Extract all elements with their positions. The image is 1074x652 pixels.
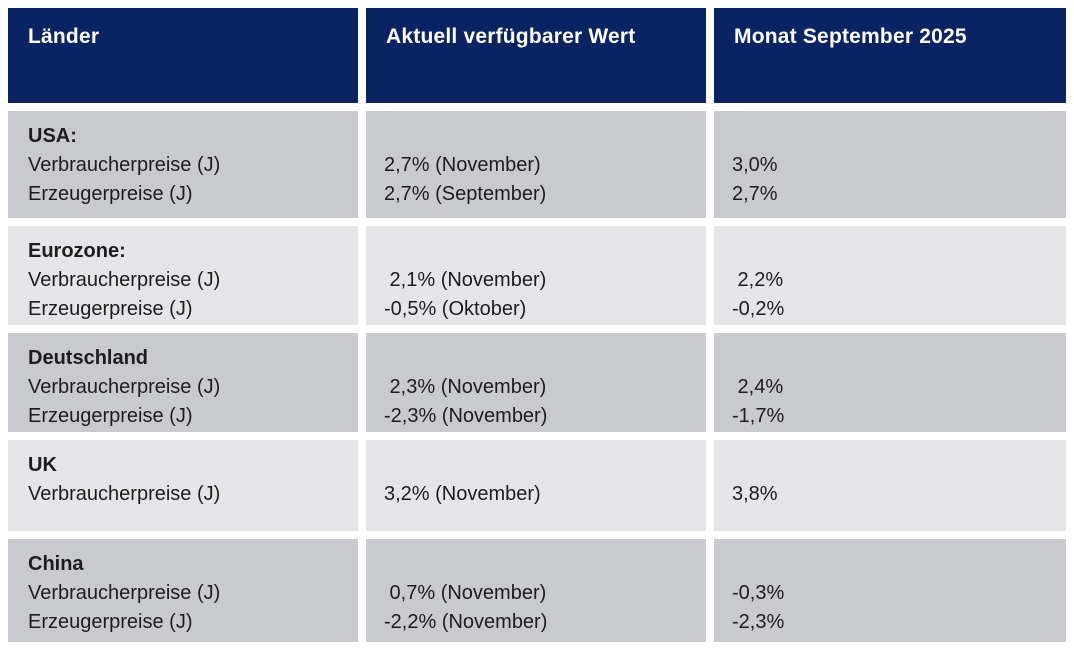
spacer-line [384, 237, 700, 266]
current-value-cell-usa: 2,7% (November) 2,7% (September) [366, 111, 706, 218]
month-value-producer: -0,2% [732, 298, 785, 320]
current-value-cell-uk: 3,2% (November) [366, 440, 706, 531]
spacer-line [732, 122, 1060, 151]
current-value-consumer: 2,3% (November) [384, 376, 547, 398]
col-header-monat-september: Monat September 2025 [714, 8, 1066, 103]
spacer-line [732, 237, 1060, 266]
country-cell-usa: USA: Verbraucherpreise (J) Erzeugerpreis… [8, 111, 358, 218]
country-name: Deutschland [28, 347, 149, 369]
table-row-deutschland: Deutschland Verbraucherpreise (J) Erzeug… [8, 333, 1066, 432]
spacer-line [732, 550, 1060, 579]
country-name: China [28, 553, 84, 575]
month-value-cell-uk: 3,8% [714, 440, 1066, 531]
current-value-cell-china: 0,7% (November) -2,2% (November) [366, 539, 706, 642]
table-row-china: China Verbraucherpreise (J) Erzeugerprei… [8, 539, 1066, 642]
current-value-consumer: 0,7% (November) [384, 582, 547, 604]
month-value-producer: -1,7% [732, 405, 785, 427]
metric-label-consumer-prices: Verbraucherpreise (J) [28, 154, 221, 176]
month-value-producer: 2,7% [732, 183, 778, 205]
month-value-cell-deutschland: 2,4% -1,7% [714, 333, 1066, 432]
country-cell-uk: UK Verbraucherpreise (J) [8, 440, 358, 531]
col-header-laender: Länder [8, 8, 358, 103]
month-value-consumer: -0,3% [732, 582, 785, 604]
month-value-consumer: 2,2% [732, 269, 784, 291]
current-value-cell-eurozone: 2,1% (November) -0,5% (Oktober) [366, 226, 706, 325]
current-value-consumer: 3,2% (November) [384, 483, 541, 505]
header-row: Länder Aktuell verfügbarer Wert Monat Se… [8, 8, 1066, 103]
current-value-producer: -0,5% (Oktober) [384, 298, 527, 320]
metric-label-consumer-prices: Verbraucherpreise (J) [28, 483, 221, 505]
month-value-consumer: 3,0% [732, 154, 778, 176]
metric-label-consumer-prices: Verbraucherpreise (J) [28, 269, 221, 291]
current-value-cell-deutschland: 2,3% (November) -2,3% (November) [366, 333, 706, 432]
metric-label-producer-prices: Erzeugerpreise (J) [28, 183, 193, 205]
spacer-line [384, 451, 700, 480]
spacer-line [384, 122, 700, 151]
metric-label-consumer-prices: Verbraucherpreise (J) [28, 582, 221, 604]
table-row-usa: USA: Verbraucherpreise (J) Erzeugerpreis… [8, 111, 1066, 218]
spacer-line [732, 451, 1060, 480]
current-value-consumer: 2,7% (November) [384, 154, 541, 176]
table-row-uk: UK Verbraucherpreise (J) 3,2% (November)… [8, 440, 1066, 531]
country-cell-deutschland: Deutschland Verbraucherpreise (J) Erzeug… [8, 333, 358, 432]
month-value-cell-eurozone: 2,2% -0,2% [714, 226, 1066, 325]
spacer-line [384, 550, 700, 579]
current-value-producer: 2,7% (September) [384, 183, 547, 205]
current-value-consumer: 2,1% (November) [384, 269, 547, 291]
current-value-producer: -2,2% (November) [384, 611, 548, 633]
month-value-cell-usa: 3,0% 2,7% [714, 111, 1066, 218]
spacer-line [384, 344, 700, 373]
metric-label-producer-prices: Erzeugerpreise (J) [28, 405, 193, 427]
spacer-line [732, 344, 1060, 373]
month-value-consumer: 3,8% [732, 483, 778, 505]
metric-label-producer-prices: Erzeugerpreise (J) [28, 611, 193, 633]
month-value-producer: -2,3% [732, 611, 785, 633]
country-name: UK [28, 454, 57, 476]
metric-label-producer-prices: Erzeugerpreise (J) [28, 298, 193, 320]
month-value-consumer: 2,4% [732, 376, 784, 398]
table-row-eurozone: Eurozone: Verbraucherpreise (J) Erzeuger… [8, 226, 1066, 325]
country-name: Eurozone: [28, 240, 126, 262]
country-cell-eurozone: Eurozone: Verbraucherpreise (J) Erzeuger… [8, 226, 358, 325]
country-name: USA: [28, 125, 77, 147]
current-value-producer: -2,3% (November) [384, 405, 548, 427]
col-header-aktueller-wert: Aktuell verfügbarer Wert [366, 8, 706, 103]
country-cell-china: China Verbraucherpreise (J) Erzeugerprei… [8, 539, 358, 642]
metric-label-consumer-prices: Verbraucherpreise (J) [28, 376, 221, 398]
month-value-cell-china: -0,3% -2,3% [714, 539, 1066, 642]
